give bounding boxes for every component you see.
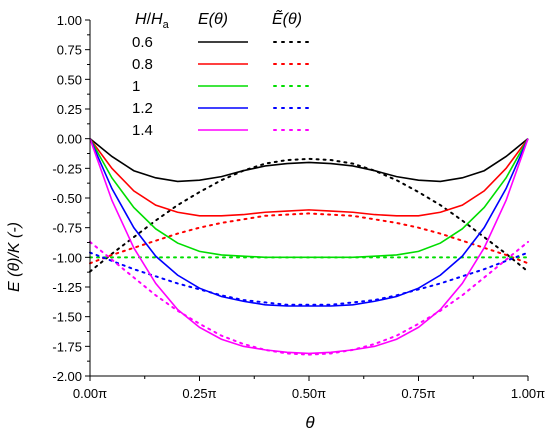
chart-axes: 1.00 0.75 0.50 0.25 0.00 -0.25 -0.50 -0.75 -1.00… bbox=[52, 13, 545, 401]
y-tick-label: 0.75 bbox=[57, 43, 82, 58]
series-dotted-1_2 bbox=[89, 251, 529, 306]
legend-header-dotted: Ẽ(θ) bbox=[272, 8, 302, 28]
series-solid-1_2 bbox=[89, 138, 529, 307]
y-tick-label: -0.50 bbox=[52, 191, 82, 206]
x-tick-label: 0.50π bbox=[292, 386, 326, 401]
series-solid-1 bbox=[89, 138, 529, 259]
y-tick-label: -0.75 bbox=[52, 221, 82, 236]
series-dotted-0_6 bbox=[89, 157, 529, 273]
y-tick-label: 0.25 bbox=[57, 102, 82, 117]
series-solid-1_4 bbox=[89, 138, 529, 355]
y-tick-label: 0.50 bbox=[57, 72, 82, 87]
y-tick-label: -1.25 bbox=[52, 280, 82, 295]
legend-label-1: 1 bbox=[132, 78, 140, 95]
series-solid-0_8 bbox=[89, 138, 529, 217]
series-dotted-1_4 bbox=[89, 240, 529, 356]
series-solid-0_6 bbox=[89, 138, 529, 183]
legend-header-solid: E(θ) bbox=[198, 11, 228, 28]
y-tick-label: -1.50 bbox=[52, 310, 82, 325]
y-axis-label: E (θ)/K (-) bbox=[6, 222, 23, 292]
series-dotted-0_8 bbox=[89, 212, 529, 265]
x-tick-label: 0.25π bbox=[182, 386, 216, 401]
legend-label-0_8: 0.8 bbox=[132, 56, 153, 73]
y-tick-label: -2.00 bbox=[52, 369, 82, 384]
chart-legend: H/Ha E(θ) Ẽ(θ) 0.6 0.8 1 1.2 1.4 bbox=[132, 8, 313, 139]
x-tick-label: 0.75π bbox=[401, 386, 435, 401]
x-tick-label: 0.00π bbox=[73, 386, 107, 401]
legend-header-param: H/Ha bbox=[135, 11, 170, 31]
chart-series-layer bbox=[89, 138, 529, 356]
y-tick-label: 0.00 bbox=[57, 132, 82, 147]
x-axis-label: θ bbox=[305, 413, 315, 432]
legend-label-1_2: 1.2 bbox=[132, 100, 153, 117]
y-tick-label: -1.75 bbox=[52, 339, 82, 354]
legend-label-0_6: 0.6 bbox=[132, 34, 153, 51]
x-tick-label: 1.00π bbox=[511, 386, 545, 401]
legend-label-1_4: 1.4 bbox=[132, 122, 153, 139]
y-tick-label: -0.25 bbox=[52, 161, 82, 176]
y-tick-label: -1.00 bbox=[52, 250, 82, 265]
y-tick-label: 1.00 bbox=[57, 13, 82, 28]
